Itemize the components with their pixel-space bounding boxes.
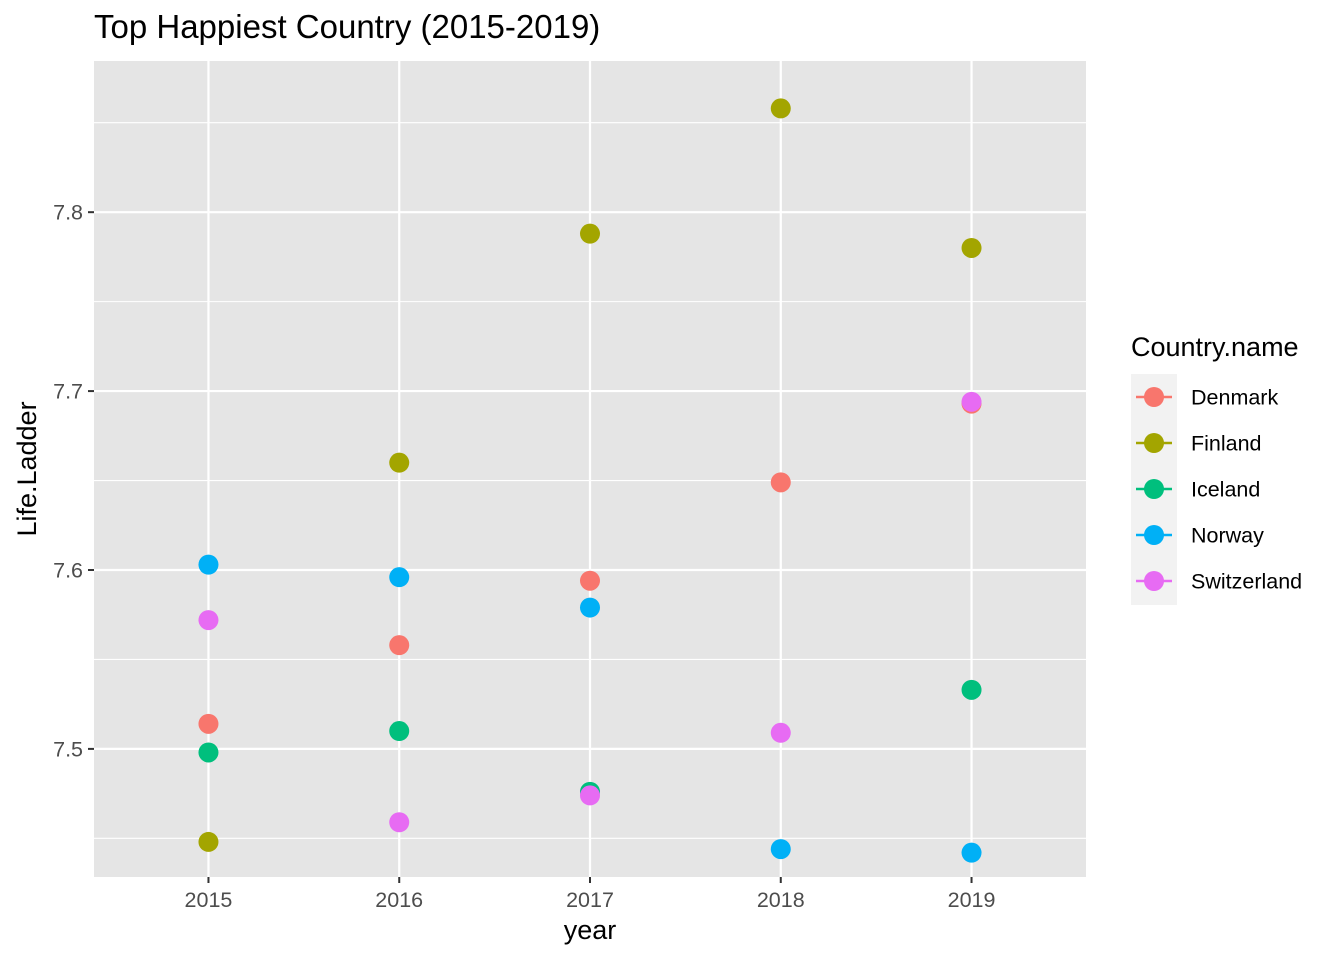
- y-axis-title: Life.Ladder: [12, 401, 42, 536]
- legend-item-finland: Finland: [1136, 432, 1262, 456]
- point-switzerland-2017: [580, 785, 600, 806]
- legend-label: Switzerland: [1191, 570, 1302, 594]
- point-finland-2018: [770, 98, 791, 119]
- point-finland-2015: [198, 831, 219, 852]
- y-axis: 7.5 7.6 7.7 7.8: [53, 201, 94, 761]
- point-norway-2016: [389, 567, 410, 588]
- point-switzerland-2015: [198, 610, 219, 631]
- legend-key-point: [1144, 479, 1164, 499]
- point-denmark-2016: [389, 635, 410, 656]
- point-norway-2018: [770, 839, 791, 860]
- legend-key-point: [1144, 571, 1164, 591]
- legend-title: Country.name: [1131, 332, 1299, 362]
- legend-item-switzerland: Switzerland: [1136, 570, 1302, 594]
- point-finland-2019: [961, 237, 982, 258]
- x-tick-label: 2015: [185, 888, 233, 912]
- point-norway-2019: [961, 842, 982, 863]
- x-axis-title: year: [564, 915, 617, 945]
- legend-key-point: [1144, 387, 1164, 407]
- point-denmark-2018: [770, 472, 791, 493]
- point-norway-2015: [198, 554, 219, 575]
- legend-item-denmark: Denmark: [1136, 386, 1278, 410]
- point-switzerland-2016: [389, 812, 410, 833]
- point-finland-2017: [580, 223, 600, 244]
- point-finland-2016: [389, 452, 410, 473]
- y-tick-label: 7.6: [53, 558, 83, 582]
- x-axis: 2015 2016 2017 2018 2019: [185, 877, 996, 912]
- legend-key-point: [1144, 433, 1164, 453]
- chart-title: Top Happiest Country (2015-2019): [94, 8, 600, 45]
- point-iceland-2019: [961, 679, 982, 700]
- point-switzerland-2019: [961, 391, 982, 412]
- legend-item-norway: Norway: [1136, 524, 1264, 548]
- point-denmark-2017: [580, 570, 600, 591]
- x-tick-label: 2016: [375, 888, 423, 912]
- point-norway-2017: [580, 597, 600, 618]
- point-iceland-2016: [389, 721, 410, 742]
- x-tick-label: 2019: [948, 888, 996, 912]
- y-tick-label: 7.7: [53, 380, 83, 404]
- point-switzerland-2018: [770, 722, 791, 743]
- y-tick-label: 7.5: [53, 737, 83, 761]
- legend-label: Finland: [1191, 432, 1262, 456]
- legend-label: Iceland: [1191, 478, 1260, 502]
- point-denmark-2015: [198, 713, 219, 734]
- point-iceland-2015: [198, 742, 219, 763]
- legend-item-iceland: Iceland: [1136, 478, 1260, 502]
- legend: Country.name Denmark Finland Iceland Norway…: [1131, 332, 1302, 605]
- y-tick-label: 7.8: [53, 201, 83, 225]
- legend-label: Norway: [1191, 524, 1264, 548]
- x-tick-label: 2018: [757, 888, 805, 912]
- legend-label: Denmark: [1191, 386, 1278, 410]
- legend-key-point: [1144, 525, 1164, 545]
- data-points: [198, 98, 982, 863]
- x-tick-label: 2017: [566, 888, 614, 912]
